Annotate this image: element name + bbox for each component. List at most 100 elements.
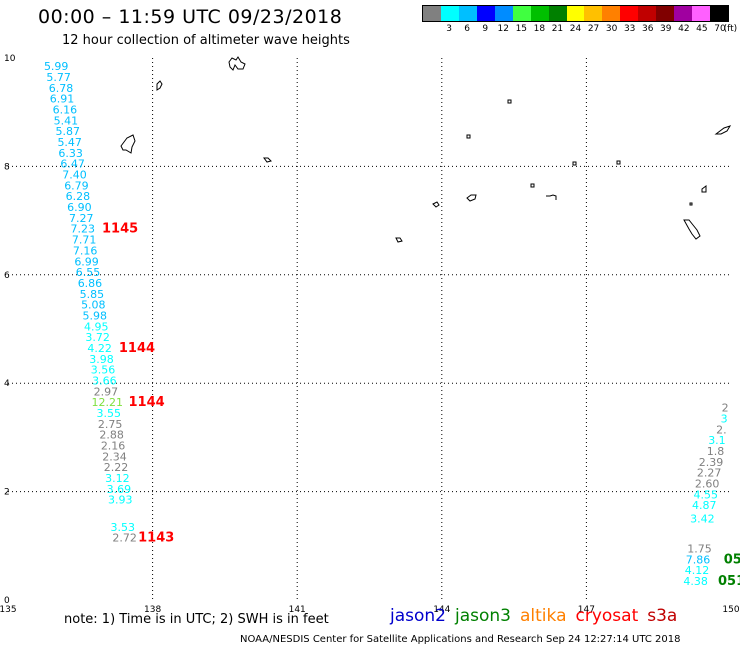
wave-height-value: 2.72	[112, 532, 137, 545]
wave-height-value: 6.28	[66, 190, 91, 203]
wave-height-value: 1.8	[707, 445, 725, 458]
pass-time-label: 05	[724, 552, 740, 567]
wave-height-value: 3.55	[96, 407, 121, 420]
legend-swatch	[476, 6, 495, 21]
legend-label: 39	[660, 24, 672, 34]
legend-label: 24	[569, 24, 582, 34]
legend-swatch	[602, 6, 621, 21]
wave-height-value: 7.71	[72, 234, 97, 247]
wave-height-value: 5.85	[80, 288, 105, 301]
wave-height-value: 1.75	[687, 543, 712, 556]
pass-time-label: 051	[718, 574, 740, 589]
wave-height-value: 3.42	[690, 513, 715, 526]
lat-tick-label: 2	[4, 488, 10, 498]
wave-height-value: 6.33	[58, 147, 83, 160]
legend-swatch	[692, 6, 710, 21]
island-outline	[466, 134, 471, 139]
wave-height-value: 3.98	[89, 353, 114, 366]
legend-swatch	[494, 6, 513, 21]
wave-height-value: 2.97	[94, 385, 119, 398]
legend-swatch	[566, 6, 585, 21]
satellite-name: jason3	[455, 606, 511, 626]
legend-label: 42	[678, 24, 690, 34]
island-outline	[395, 237, 403, 243]
legend-label: 30	[605, 24, 618, 34]
wave-height-value: 6.90	[67, 201, 92, 214]
legend-labels: 3 6 9 12 15 18 21 24 27 30 33 36 39 42 45 70 (ft)	[422, 22, 737, 36]
lat-tick-label: 8	[4, 162, 10, 172]
lat-tick-label: 0	[4, 596, 10, 606]
wave-height-value: 3.72	[85, 331, 110, 344]
wave-height-value: 2.75	[98, 418, 123, 431]
island-outlines	[120, 56, 732, 243]
wave-height-value: 5.87	[56, 125, 81, 138]
lon-tick-label: 144	[433, 605, 450, 615]
island-outline	[432, 201, 440, 208]
legend-swatch	[656, 6, 675, 21]
legend-swatch	[674, 6, 693, 21]
wave-height-value: 3.66	[92, 374, 117, 387]
legend-label: 70	[714, 24, 726, 34]
wave-height-value: 7.27	[69, 212, 94, 225]
island-outline	[120, 134, 136, 154]
wave-height-value: 5.77	[46, 71, 71, 84]
island-outline	[714, 125, 732, 135]
legend-swatch	[548, 6, 567, 21]
wave-height-value: 12.21	[92, 396, 124, 409]
wave-height-value: 3.56	[91, 364, 116, 377]
wave-height-value: 5.47	[57, 136, 82, 149]
wave-height-value: 2	[722, 402, 729, 415]
color-legend: 3 6 9 12 15 18 21 24 27 30 33 36 39 42 45 70 (ft)	[422, 5, 737, 37]
lat-tick-label: 4	[4, 379, 10, 389]
lon-tick-label: 141	[289, 605, 306, 615]
wave-height-value: 2.16	[101, 440, 126, 453]
satellite-name: cryosat	[575, 606, 639, 626]
satellite-name: altika	[520, 606, 567, 626]
lat-tick-label: 10	[4, 54, 16, 64]
legend-label: 45	[696, 24, 708, 34]
island-outline	[263, 157, 272, 163]
wave-height-value: 4.22	[87, 342, 112, 355]
wave-height-value: 4.87	[692, 499, 717, 512]
wave-height-value: 6.78	[49, 82, 74, 95]
wave-height-value: 5.98	[83, 309, 108, 322]
wave-height-value: 6.99	[74, 255, 99, 268]
pass-time-labels: 1145 1144 1144 1143 05 051	[102, 222, 740, 589]
satellite-legend: jason2 jason3 altika cryosat s3a	[390, 606, 686, 626]
lon-tick-label: 138	[144, 605, 161, 615]
wave-height-value: 2.	[716, 423, 727, 436]
legend-label: 27	[587, 24, 600, 34]
legend-unit: (ft)	[723, 24, 738, 34]
wave-height-value: 2.22	[104, 461, 129, 474]
wave-height-value: 7.23	[70, 223, 95, 236]
wave-height-value: 3.1	[708, 434, 726, 447]
wave-height-value: 7.16	[73, 244, 98, 257]
legend-label: 12	[497, 24, 509, 34]
island-outline	[228, 56, 246, 71]
wave-height-value: 6.47	[60, 158, 85, 171]
altimeter-track-west: 5.995.776.786.916.165.415.875.476.336.47…	[44, 60, 137, 545]
pass-time-label: 1144	[119, 341, 155, 356]
legend-label: 9	[482, 24, 489, 34]
units-note: note: 1) Time is in UTC; 2) SWH is in fe…	[64, 612, 329, 627]
island-outline	[572, 161, 577, 166]
wave-height-value: 3.53	[110, 521, 135, 534]
pass-time-label: 1144	[129, 395, 165, 410]
pass-time-label: 1145	[102, 222, 138, 237]
legend-label: 36	[642, 24, 654, 34]
legend-label: 33	[623, 24, 636, 34]
lon-tick-label: 150	[722, 605, 739, 615]
satellite-name: s3a	[647, 606, 678, 626]
wave-height-value: 3.12	[105, 472, 130, 485]
lon-tick-label: 147	[578, 605, 595, 615]
island-outline	[466, 194, 477, 202]
legend-swatch	[584, 6, 603, 21]
island-outline	[156, 80, 163, 91]
wave-height-value: 4.12	[685, 564, 710, 577]
altimeter-track-east: 232.3.11.82.392.272.604.554.873.42 1.757.…	[683, 402, 728, 588]
island-outline	[546, 194, 557, 200]
legend-swatch	[458, 6, 477, 21]
pass-time-label: 1143	[138, 531, 174, 546]
wave-height-value: 3.93	[108, 494, 133, 507]
